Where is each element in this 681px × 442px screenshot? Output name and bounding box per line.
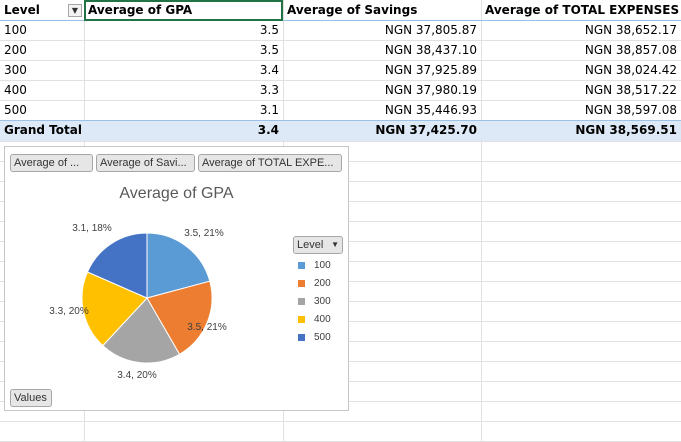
pivot-cell-expenses[interactable]: NGN 38,652.17: [584, 23, 677, 37]
legend-item[interactable]: 200: [298, 277, 331, 291]
data-label[interactable]: 3.1, 18%: [72, 223, 112, 234]
pivot-cell-savings[interactable]: NGN 35,446.93: [384, 103, 477, 117]
legend-item[interactable]: 400: [298, 313, 331, 327]
pivot-cell-savings[interactable]: NGN 38,437.10: [384, 43, 477, 57]
pie-slice[interactable]: [146, 280, 213, 355]
legend-item[interactable]: 300: [298, 295, 331, 309]
grid-row-line: [0, 80, 681, 81]
pivot-cell-savings[interactable]: NGN 37,805.87: [384, 23, 477, 37]
grid-row-line: [0, 421, 681, 422]
grand-total-gpa[interactable]: 3.4: [257, 123, 279, 137]
legend-label: 400: [314, 314, 331, 325]
legend-swatch: [298, 316, 305, 323]
pie-slice[interactable]: [146, 232, 211, 299]
legend-swatch: [298, 280, 305, 287]
selected-cell-outline: [84, 0, 283, 21]
header-level[interactable]: Level: [4, 3, 40, 17]
grand-total-expenses[interactable]: NGN 38,569.51: [575, 123, 677, 137]
pivot-cell-gpa[interactable]: 3.3: [259, 83, 279, 97]
grand-total-band: [0, 120, 681, 141]
header-average-gpa[interactable]: Average of GPA: [88, 3, 193, 17]
pivot-cell-level[interactable]: 300: [4, 63, 27, 77]
pivot-cell-level[interactable]: 500: [4, 103, 27, 117]
pivot-cell-gpa[interactable]: 3.5: [259, 23, 279, 37]
legend-label: 200: [314, 278, 331, 289]
field-button-average-gpa[interactable]: Average of ...: [10, 154, 93, 172]
chart-title[interactable]: Average of GPA: [119, 185, 234, 202]
grid-row-line: [0, 40, 681, 41]
values-field-button[interactable]: Values: [10, 389, 52, 407]
chevron-down-icon[interactable]: ▼: [331, 240, 339, 249]
field-button-average-savings[interactable]: Average of Savi...: [96, 154, 195, 172]
legend-field-button[interactable]: Level ▼: [293, 236, 343, 254]
header-underline: [0, 20, 681, 21]
pivot-cell-gpa[interactable]: 3.4: [259, 63, 279, 77]
grid-column-line: [481, 0, 482, 442]
pivot-cell-level[interactable]: 100: [4, 23, 27, 37]
data-label[interactable]: 3.5, 21%: [187, 322, 227, 333]
grid-row-line: [0, 141, 681, 142]
legend-label: 300: [314, 296, 331, 307]
pivot-cell-savings[interactable]: NGN 37,925.89: [384, 63, 477, 77]
grand-total-label[interactable]: Grand Total: [4, 123, 82, 137]
data-label[interactable]: 3.5, 21%: [184, 228, 224, 239]
grid-row-line: [0, 100, 681, 101]
pivot-chart[interactable]: Average of ... Average of Savi... Averag…: [4, 146, 349, 411]
field-button-average-total-expenses[interactable]: Average of TOTAL EXPE...: [198, 154, 342, 172]
pie-plot-area[interactable]: 3.5, 21% 3.5, 21% 3.4, 20% 3.3, 20% 3.1, 18%: [5, 147, 348, 410]
legend-label: 100: [314, 260, 331, 271]
legend-swatch: [298, 334, 305, 341]
pivot-cell-expenses[interactable]: NGN 38,597.08: [584, 103, 677, 117]
legend-label: 500: [314, 332, 331, 343]
pivot-cell-level[interactable]: 400: [4, 83, 27, 97]
pie-slice[interactable]: [81, 271, 148, 347]
pie-slice[interactable]: [86, 232, 148, 299]
legend-item[interactable]: 500: [298, 331, 331, 345]
pivot-cell-savings[interactable]: NGN 37,980.19: [384, 83, 477, 97]
legend-swatch: [298, 262, 305, 269]
pivot-cell-expenses[interactable]: NGN 38,857.08: [584, 43, 677, 57]
legend-swatch: [298, 298, 305, 305]
pivot-cell-gpa[interactable]: 3.5: [259, 43, 279, 57]
legend-field-label: Level: [297, 239, 324, 251]
grid-row-line: [0, 60, 681, 61]
pivot-cell-expenses[interactable]: NGN 38,517.22: [584, 83, 677, 97]
header-average-savings[interactable]: Average of Savings: [287, 3, 418, 17]
pivot-cell-level[interactable]: 200: [4, 43, 27, 57]
pie-slice[interactable]: [102, 297, 181, 364]
grand-total-savings[interactable]: NGN 37,425.70: [375, 123, 477, 137]
pivot-cell-gpa[interactable]: 3.1: [259, 103, 279, 117]
legend-item[interactable]: 100: [298, 259, 331, 273]
data-label[interactable]: 3.4, 20%: [117, 370, 157, 381]
filter-dropdown-icon[interactable]: ▼: [68, 4, 82, 17]
data-label[interactable]: 3.3, 20%: [49, 306, 89, 317]
pivot-cell-expenses[interactable]: NGN 38,024.42: [584, 63, 677, 77]
header-average-total-expenses[interactable]: Average of TOTAL EXPENSES: [485, 3, 680, 17]
